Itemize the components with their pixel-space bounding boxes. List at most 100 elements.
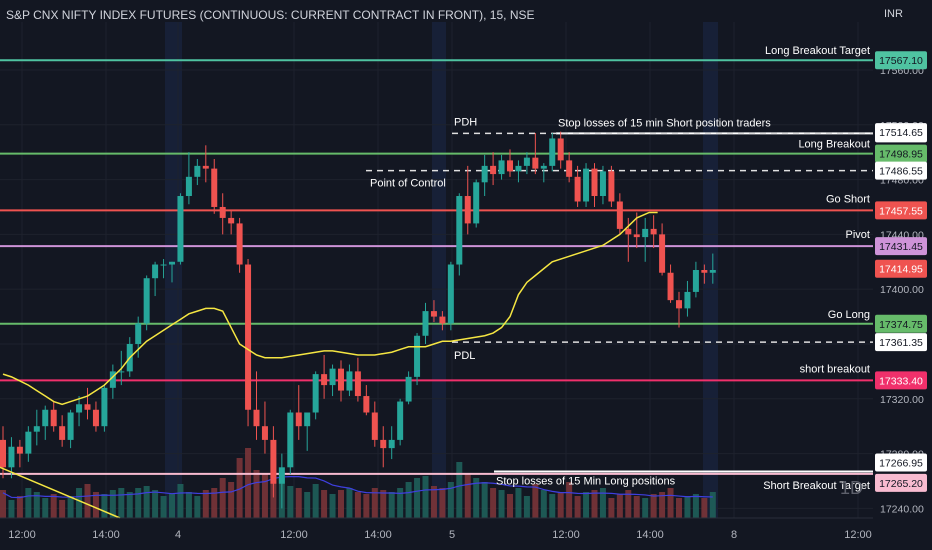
session-band <box>165 22 182 518</box>
candle-body <box>67 412 74 440</box>
candle-body <box>16 446 23 454</box>
time-axis[interactable]: 12:00 14:00 4 12:00 14:00 5 12:00 14:00 8 12:00 <box>0 517 873 541</box>
price-tick-label: 17240.00 <box>880 503 924 515</box>
volume-bar <box>304 492 311 518</box>
volume-bar <box>219 478 226 518</box>
volume-bar <box>599 488 606 518</box>
volume-bar <box>228 482 235 518</box>
price-label-box <box>875 453 927 472</box>
candle-body <box>616 201 623 229</box>
volume-bar <box>616 494 623 518</box>
volume-bar <box>261 474 268 518</box>
time-tick-label: 14:00 <box>92 529 120 541</box>
level-label: Long Breakout Target <box>765 45 870 57</box>
volume-bar <box>16 496 23 518</box>
price-label: 17486.55 <box>879 166 923 178</box>
volume-bar <box>439 488 446 518</box>
candle-body <box>363 396 370 413</box>
candle-body <box>414 335 421 377</box>
volume-bar <box>8 500 15 518</box>
candle-body <box>304 412 311 427</box>
candle-body <box>152 264 159 279</box>
candle-body <box>608 171 615 202</box>
volume-bar <box>633 496 640 518</box>
volume-bar <box>397 488 404 518</box>
price-label-box <box>875 371 927 390</box>
currency-label: INR <box>884 8 903 20</box>
resolution-badge[interactable]: 1D <box>840 478 864 498</box>
level-label: Short Breakout Target <box>763 480 870 492</box>
candle-body <box>371 412 378 440</box>
volume-bar <box>456 462 463 518</box>
candle-body <box>540 165 547 169</box>
level-lines <box>0 59 873 475</box>
candle-body <box>236 223 243 265</box>
candle-body <box>388 439 395 449</box>
candle-body <box>42 409 49 427</box>
candle-body <box>185 176 192 197</box>
candle-body <box>211 168 218 207</box>
volume-bar <box>329 494 336 518</box>
candle-body <box>515 165 522 172</box>
volume-bar <box>169 494 175 518</box>
vwap-line <box>0 211 658 519</box>
candle-body <box>92 409 99 427</box>
candle-body <box>507 160 513 172</box>
volume-bar <box>245 448 252 518</box>
candle-body <box>430 311 437 317</box>
candle-body <box>346 371 353 391</box>
volume-bar <box>101 494 108 518</box>
volume-bar <box>388 492 395 518</box>
price-label: 17265.20 <box>879 478 923 490</box>
volume-bar <box>507 494 513 518</box>
price-tick-label: 17400.00 <box>880 284 924 296</box>
volume-bar <box>371 488 378 518</box>
price-label-box <box>875 314 927 333</box>
volume-bar <box>160 496 167 518</box>
candle-body <box>101 387 108 427</box>
candle-body <box>278 467 285 484</box>
volume-bar <box>25 488 32 518</box>
time-tick-label: 12:00 <box>280 529 308 541</box>
candle-body <box>219 206 226 218</box>
vwap-polyline <box>2 211 658 406</box>
volume-bar <box>346 488 353 518</box>
price-tick-label: 17320.00 <box>880 394 924 406</box>
level-label: Long Breakout <box>798 139 870 151</box>
price-label: 17374.75 <box>879 319 923 331</box>
candle-body <box>447 264 454 324</box>
price-label-box <box>875 161 927 180</box>
candle-body <box>287 412 294 468</box>
candle-body <box>312 374 319 413</box>
time-tick-label: 12:00 <box>844 529 872 541</box>
volume-bar <box>338 490 344 518</box>
candle-body <box>169 261 175 265</box>
price-label: 17498.95 <box>879 149 923 161</box>
price-label: 17361.35 <box>879 337 923 349</box>
price-label-box <box>875 144 927 163</box>
volume-bar <box>76 488 83 518</box>
volume-bar <box>42 498 49 518</box>
volume-bar <box>135 488 142 518</box>
candle-body <box>33 426 40 432</box>
candle-body <box>667 272 674 301</box>
candle-body <box>245 264 252 410</box>
candle-body <box>253 409 260 427</box>
price-axis[interactable]: 17560.0017520.0017480.0017440.0017400.00… <box>873 0 932 550</box>
volume-bar <box>684 496 691 518</box>
level-label: PDH <box>454 116 477 128</box>
price-label: 17266.95 <box>879 457 923 469</box>
volume-bar <box>447 482 454 518</box>
level-label: PDL <box>454 350 475 362</box>
candle-body <box>456 196 463 265</box>
volume-bar <box>50 494 57 518</box>
level-label: short breakout <box>800 363 870 375</box>
candle-body <box>228 217 235 224</box>
volume-bar <box>549 494 556 518</box>
time-tick-label: 8 <box>731 529 737 541</box>
price-label: 17431.45 <box>879 241 923 253</box>
candle-body <box>295 412 302 427</box>
volume-bar <box>566 482 573 518</box>
